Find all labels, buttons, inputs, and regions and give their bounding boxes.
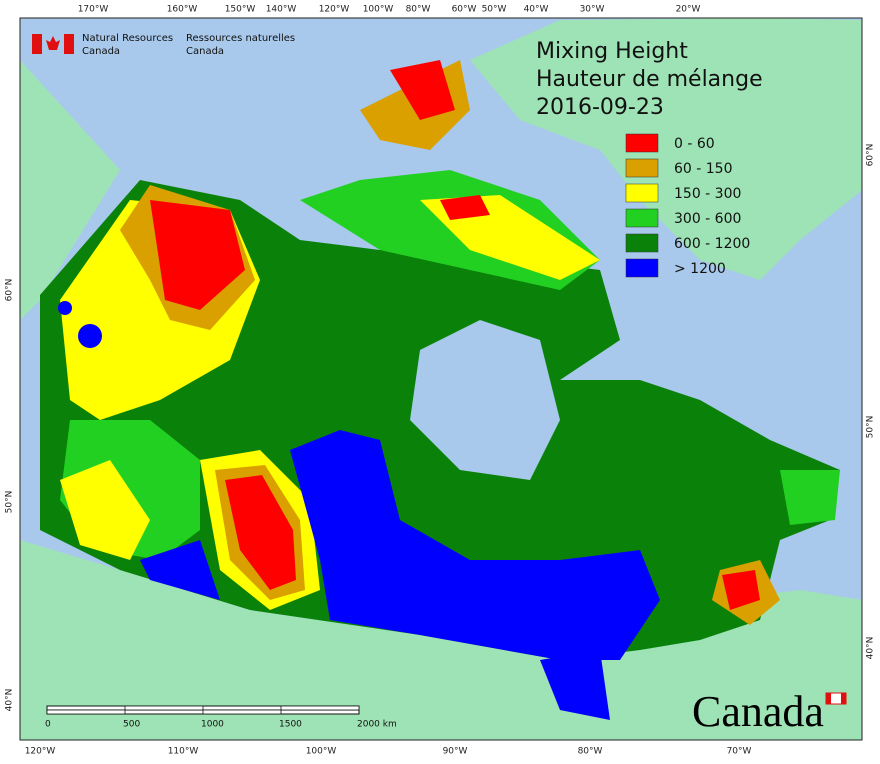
graticule-bottom: 90°W <box>443 747 468 757</box>
ellesmere-red <box>390 60 455 120</box>
legend-swatch <box>625 133 659 153</box>
legend-label: 60 - 150 <box>674 161 733 177</box>
flag-bar <box>64 34 74 54</box>
legend-label: > 1200 <box>674 261 726 277</box>
baffin-red <box>440 195 490 220</box>
graticule-left: 60°N <box>5 279 15 302</box>
legend-label: 0 - 60 <box>674 136 715 152</box>
graticule-top: 60°W <box>452 5 477 15</box>
graticule-top: 140°W <box>266 5 297 15</box>
graticule-right: 60°N <box>866 144 876 167</box>
legend-swatch <box>625 233 659 253</box>
scale-segment <box>46 709 126 715</box>
legend-label: 150 - 300 <box>674 186 741 202</box>
graticule-top: 50°W <box>482 5 507 15</box>
usa <box>20 540 862 740</box>
legend-swatch <box>625 183 659 203</box>
legend-label: 300 - 600 <box>674 211 741 227</box>
agency-en: Canada <box>82 46 120 57</box>
scale-label: 0 <box>45 720 51 730</box>
graticule-top: 80°W <box>406 5 431 15</box>
bc-yellow <box>60 460 150 560</box>
graticule-bottom: 80°W <box>578 747 603 757</box>
newfoundland <box>780 470 840 525</box>
blue-spot <box>58 301 72 315</box>
title-line: Hauteur de mélange <box>536 67 763 92</box>
graticule-bottom: 110°W <box>168 747 199 757</box>
maritimes-red <box>722 570 760 610</box>
graticule-left: 50°N <box>5 491 15 514</box>
graticule-top: 120°W <box>319 5 350 15</box>
graticule-right: 40°N <box>866 637 876 660</box>
hudson-bay <box>410 320 560 480</box>
legend-swatch <box>625 158 659 178</box>
graticule-bottom: 70°W <box>727 747 752 757</box>
alberta-red <box>225 475 296 590</box>
flag-leaf <box>46 36 60 50</box>
graticule-top: 20°W <box>676 5 701 15</box>
title-line: Mixing Height <box>536 39 688 64</box>
prairies-blue <box>290 430 660 660</box>
greenland <box>470 18 862 280</box>
graticule-top: 160°W <box>167 5 198 15</box>
wordmark-flag-bar <box>826 693 831 704</box>
ontario-blue <box>540 650 610 720</box>
scale-label: 1500 <box>279 720 302 730</box>
map-frame <box>19 17 863 741</box>
legend-swatch <box>625 258 659 278</box>
scale-label: 1000 <box>201 720 224 730</box>
map-body <box>20 18 862 740</box>
scale-label: 2000 km <box>357 720 397 730</box>
scale-segment <box>202 709 282 715</box>
wordmark: Canada <box>692 687 824 736</box>
graticule-top: 30°W <box>580 5 605 15</box>
wordmark-flag-bar <box>841 693 846 704</box>
agency-fr: Canada <box>186 46 224 57</box>
yukon-red <box>150 200 245 310</box>
graticule-right: 50°N <box>866 416 876 439</box>
alaska <box>20 60 120 320</box>
graticule-bottom: 120°W <box>25 747 56 757</box>
flag-bar <box>32 34 42 54</box>
graticule-top: 150°W <box>225 5 256 15</box>
graticule-top: 100°W <box>363 5 394 15</box>
title-line: 2016-09-23 <box>536 95 664 120</box>
graticule-top: 170°W <box>78 5 109 15</box>
agency-en: Natural Resources <box>82 33 173 44</box>
scale-segment <box>280 705 360 711</box>
agency-fr: Ressources naturelles <box>186 33 295 44</box>
graticule-bottom: 100°W <box>306 747 337 757</box>
graticule-top: 40°W <box>524 5 549 15</box>
scale-segment <box>124 705 204 711</box>
blue-spot <box>78 324 102 348</box>
legend-swatch <box>625 208 659 228</box>
legend-label: 600 - 1200 <box>674 236 750 252</box>
bc-blue <box>140 540 220 600</box>
scale-label: 500 <box>123 720 140 730</box>
graticule-left: 40°N <box>5 689 15 712</box>
